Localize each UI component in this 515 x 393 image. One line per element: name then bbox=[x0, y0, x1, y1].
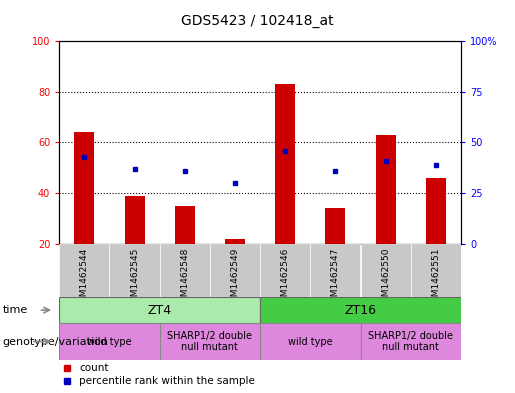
Text: GSM1462550: GSM1462550 bbox=[381, 248, 390, 309]
Text: count: count bbox=[79, 363, 109, 373]
Bar bbox=[260, 244, 310, 297]
Bar bbox=[160, 323, 260, 360]
Text: percentile rank within the sample: percentile rank within the sample bbox=[79, 376, 255, 386]
Text: SHARP1/2 double
null mutant: SHARP1/2 double null mutant bbox=[167, 331, 252, 352]
Bar bbox=[225, 239, 245, 244]
Text: time: time bbox=[3, 305, 28, 315]
Bar bbox=[59, 244, 109, 297]
Bar bbox=[175, 206, 195, 244]
Text: genotype/variation: genotype/variation bbox=[3, 336, 109, 347]
Bar bbox=[125, 196, 145, 244]
Text: GSM1462547: GSM1462547 bbox=[331, 248, 340, 308]
Bar bbox=[360, 323, 461, 360]
Text: GSM1462544: GSM1462544 bbox=[80, 248, 89, 308]
Text: wild type: wild type bbox=[87, 336, 132, 347]
Text: SHARP1/2 double
null mutant: SHARP1/2 double null mutant bbox=[368, 331, 453, 352]
Text: ZT16: ZT16 bbox=[345, 303, 376, 317]
Bar bbox=[325, 208, 346, 244]
Text: GDS5423 / 102418_at: GDS5423 / 102418_at bbox=[181, 14, 334, 28]
Text: GSM1462546: GSM1462546 bbox=[281, 248, 289, 308]
Text: wild type: wild type bbox=[288, 336, 333, 347]
Bar bbox=[74, 132, 94, 244]
Text: GSM1462551: GSM1462551 bbox=[432, 248, 440, 309]
Bar bbox=[360, 244, 410, 297]
Bar bbox=[426, 178, 446, 244]
Bar bbox=[275, 84, 295, 244]
Bar bbox=[59, 297, 260, 323]
Text: GSM1462545: GSM1462545 bbox=[130, 248, 139, 308]
Text: GSM1462549: GSM1462549 bbox=[231, 248, 239, 308]
Bar bbox=[410, 244, 461, 297]
Bar bbox=[59, 323, 160, 360]
Bar bbox=[260, 323, 360, 360]
Bar bbox=[160, 244, 210, 297]
Bar bbox=[375, 135, 396, 244]
Text: ZT4: ZT4 bbox=[148, 303, 171, 317]
Bar bbox=[109, 244, 160, 297]
Text: GSM1462548: GSM1462548 bbox=[180, 248, 189, 308]
Bar bbox=[210, 244, 260, 297]
Bar bbox=[310, 244, 360, 297]
Bar bbox=[260, 297, 461, 323]
